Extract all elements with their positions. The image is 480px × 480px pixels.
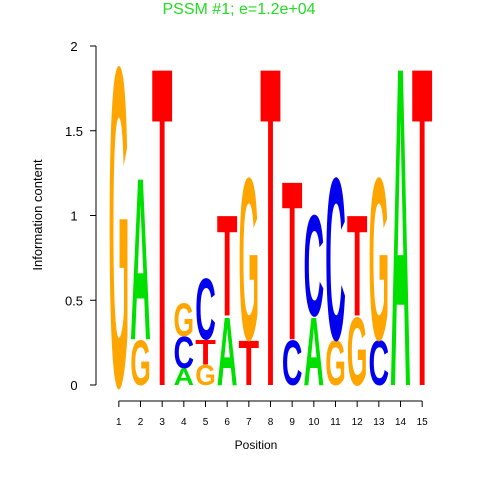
x-tick-label: 2 — [138, 417, 144, 428]
y-tick-label: 0 — [70, 378, 77, 393]
x-tick-label: 9 — [289, 417, 295, 428]
logo-letter: G — [325, 327, 346, 399]
x-tick-label: 15 — [417, 417, 429, 428]
chart-title: PSSM #1; e=1.2e+04 — [163, 1, 316, 18]
logo-letter: A — [390, 0, 411, 480]
logo-letter: T — [195, 332, 216, 372]
x-tick-label: 4 — [181, 417, 187, 428]
logo-letter: T — [412, 0, 433, 480]
logo-letter: A — [304, 297, 325, 405]
x-tick-label: 8 — [268, 417, 274, 428]
logo-letter: C — [282, 327, 303, 399]
logo-letter: T — [239, 327, 260, 399]
x-tick-label: 10 — [308, 417, 320, 428]
y-tick-label: 1.5 — [65, 124, 83, 139]
logo-letter: T — [347, 186, 368, 346]
y-tick-label: 2 — [70, 39, 77, 54]
logo-letter: G — [130, 327, 151, 399]
y-tick-label: 1 — [70, 209, 77, 224]
y-axis-label: Information content — [30, 159, 45, 271]
logo-letter: C — [369, 327, 390, 399]
logo-letter: C — [304, 186, 325, 346]
logo-letter: C — [174, 328, 195, 378]
x-tick-label: 3 — [159, 417, 165, 428]
logo-letter: A — [217, 297, 238, 405]
x-tick-label: 13 — [373, 417, 385, 428]
logo-letter: G — [109, 0, 130, 480]
x-tick-label: 14 — [395, 417, 407, 428]
logo-letter: G — [174, 293, 195, 346]
x-tick-label: 12 — [352, 417, 364, 428]
logo-letter: G — [369, 129, 390, 389]
logo-letter: G — [195, 359, 216, 391]
logo-letter: A — [130, 129, 151, 389]
x-tick-label: 11 — [330, 417, 341, 428]
y-tick-label: 0.5 — [65, 293, 83, 308]
x-tick-label: 5 — [203, 417, 209, 428]
logo-letter: T — [152, 0, 173, 480]
logo-letter: T — [260, 0, 281, 480]
logo-letter: T — [217, 186, 238, 346]
logo-letter: G — [347, 297, 368, 405]
logo-letter: G — [239, 129, 260, 389]
logo-letter: C — [325, 129, 346, 389]
x-tick-label: 1 — [116, 417, 122, 428]
logo-letter: T — [282, 135, 303, 389]
x-axis-label: Position — [235, 438, 278, 452]
x-tick-label: 6 — [224, 417, 230, 428]
logo-letter: A — [174, 364, 195, 390]
logo-letter: C — [195, 260, 216, 358]
x-tick-label: 7 — [246, 417, 252, 428]
